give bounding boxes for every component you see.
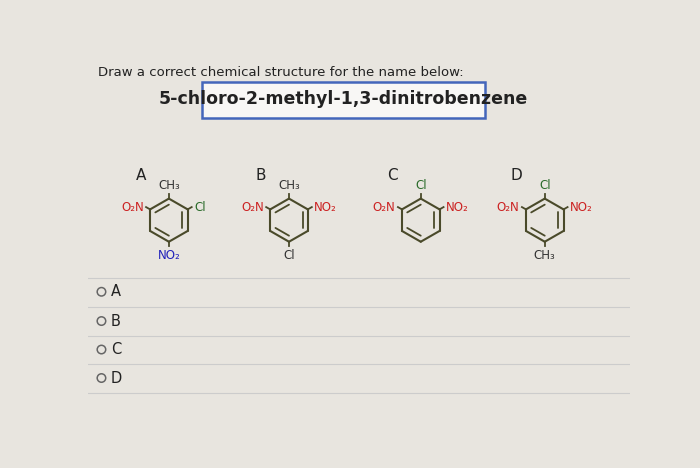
Text: D: D [511,168,523,183]
Text: O₂N: O₂N [241,201,264,213]
Text: C: C [111,342,121,357]
Text: 5-chloro-2-methyl-1,3-dinitrobenzene: 5-chloro-2-methyl-1,3-dinitrobenzene [159,90,528,108]
Text: Cl: Cl [284,249,295,262]
Text: O₂N: O₂N [121,201,144,213]
Text: O₂N: O₂N [497,201,519,213]
Text: O₂N: O₂N [373,201,395,213]
Text: A: A [136,168,146,183]
Text: Cl: Cl [539,179,551,192]
Text: CH₃: CH₃ [278,179,300,192]
Text: A: A [111,284,120,299]
Text: B: B [111,314,120,329]
Text: C: C [388,168,398,183]
Text: Draw a correct chemical structure for the name below:: Draw a correct chemical structure for th… [98,66,464,79]
Text: NO₂: NO₂ [446,201,468,213]
Text: CH₃: CH₃ [534,249,556,262]
Text: B: B [256,168,266,183]
Text: Cl: Cl [415,179,426,192]
Text: NO₂: NO₂ [158,249,181,262]
Text: NO₂: NO₂ [570,201,593,213]
Text: D: D [111,371,122,386]
Text: NO₂: NO₂ [314,201,337,213]
Text: Cl: Cl [194,201,206,213]
FancyBboxPatch shape [202,82,485,118]
Text: CH₃: CH₃ [158,179,180,192]
